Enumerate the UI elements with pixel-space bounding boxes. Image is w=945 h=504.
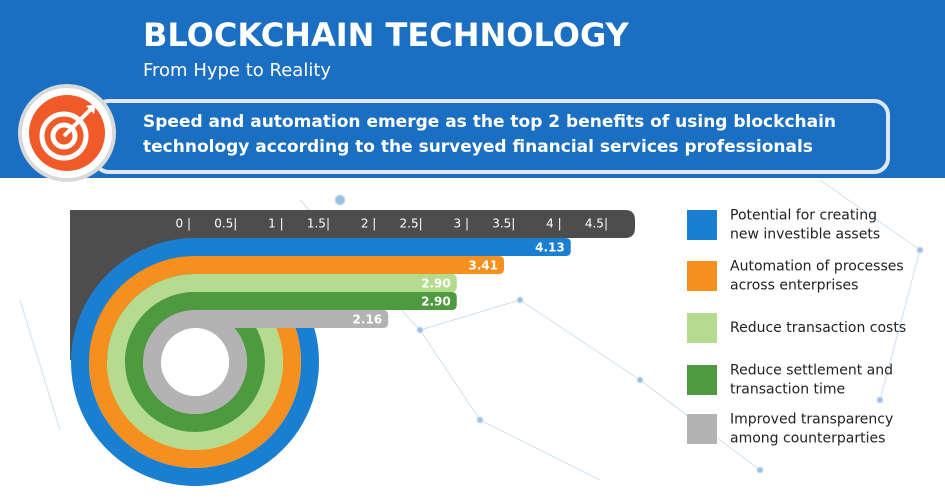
x-tick-label: 2.5| <box>400 217 423 231</box>
value-label: 3.41 <box>468 259 498 273</box>
x-tick-label: 1 | <box>268 217 284 231</box>
x-tick-label: 3 | <box>454 217 470 231</box>
x-tick-label: 4.5| <box>585 217 608 231</box>
headline-text: Speed and automation emerge as the <box>143 112 510 132</box>
legend-swatch <box>687 261 717 291</box>
bar <box>195 292 457 310</box>
headline-emphasis: top 2 <box>510 112 560 132</box>
legend-label: Improved transparency <box>730 412 893 428</box>
headline-line-2: technology according to the surveyed fin… <box>143 137 813 157</box>
legend-label: Reduce settlement and <box>730 363 893 379</box>
headline-text: benefits of using blockchain <box>560 112 836 132</box>
headline-line-1: Speed and automation emerge as the top 2… <box>143 112 836 132</box>
x-tick-label: 0.5| <box>214 217 237 231</box>
title: BLOCKCHAIN TECHNOLOGY <box>143 16 630 54</box>
subtitle: From Hype to Reality <box>143 60 331 81</box>
legend-label: Reduce transaction costs <box>730 320 906 336</box>
x-tick-label: 3.5| <box>492 217 515 231</box>
network-decor <box>19 179 924 481</box>
value-label: 2.16 <box>353 313 383 327</box>
x-tick-label: 1.5| <box>307 217 330 231</box>
value-label: 2.90 <box>421 277 451 291</box>
x-tick-label: 4 | <box>546 217 562 231</box>
legend-swatch <box>687 210 717 240</box>
legend-swatch <box>687 365 717 395</box>
value-label: 2.90 <box>421 295 451 309</box>
bar <box>195 256 504 274</box>
legend-label: across enterprises <box>730 278 858 294</box>
x-tick-label: 0 | <box>176 217 192 231</box>
bar <box>195 274 457 292</box>
value-label: 4.13 <box>535 241 565 255</box>
legend-label: Automation of processes <box>730 259 904 275</box>
x-tick-label: 2 | <box>361 217 377 231</box>
legend-label: among counterparties <box>730 431 885 447</box>
curl-hole <box>161 328 229 396</box>
bar <box>195 238 571 256</box>
target-icon <box>18 84 116 182</box>
legend-label: Potential for creating <box>730 208 877 224</box>
legend-swatch <box>687 313 717 343</box>
legend-label: new investible assets <box>730 227 880 243</box>
legend-swatch <box>687 414 717 444</box>
plot: 0 | 0.5| 1 | 1.5| 2 | 2.5| 3 | 3.5| 4 | 4.5| 4.13 P… <box>71 208 906 486</box>
bar <box>195 310 389 328</box>
legend-label: transaction time <box>730 382 845 398</box>
